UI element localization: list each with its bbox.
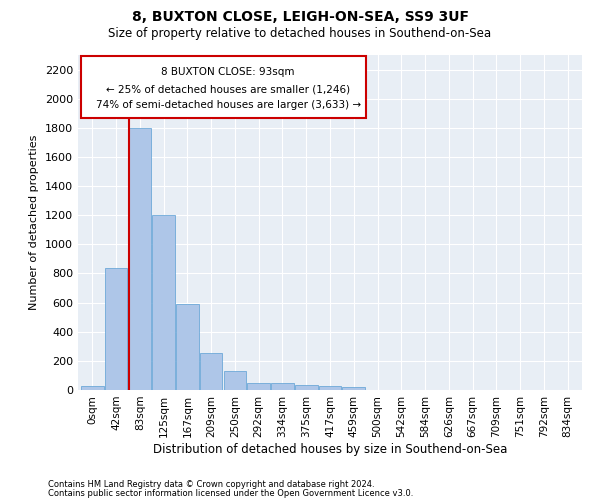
Bar <box>295 385 317 390</box>
Bar <box>176 304 199 390</box>
FancyBboxPatch shape <box>81 56 366 118</box>
Bar <box>81 386 104 390</box>
Bar <box>200 353 223 390</box>
Text: 8, BUXTON CLOSE, LEIGH-ON-SEA, SS9 3UF: 8, BUXTON CLOSE, LEIGH-ON-SEA, SS9 3UF <box>131 10 469 24</box>
Text: 8 BUXTON CLOSE: 93sqm: 8 BUXTON CLOSE: 93sqm <box>161 66 295 76</box>
Bar <box>343 387 365 390</box>
Bar <box>319 386 341 390</box>
Text: Contains public sector information licensed under the Open Government Licence v3: Contains public sector information licen… <box>48 488 413 498</box>
Bar <box>247 384 270 390</box>
Bar <box>224 371 246 390</box>
Text: 74% of semi-detached houses are larger (3,633) →: 74% of semi-detached houses are larger (… <box>95 100 361 110</box>
Bar <box>128 128 151 390</box>
Bar <box>271 384 294 390</box>
Bar <box>152 215 175 390</box>
Text: Size of property relative to detached houses in Southend-on-Sea: Size of property relative to detached ho… <box>109 28 491 40</box>
X-axis label: Distribution of detached houses by size in Southend-on-Sea: Distribution of detached houses by size … <box>153 442 507 456</box>
Text: ← 25% of detached houses are smaller (1,246): ← 25% of detached houses are smaller (1,… <box>106 84 350 94</box>
Bar <box>105 268 127 390</box>
Y-axis label: Number of detached properties: Number of detached properties <box>29 135 40 310</box>
Text: Contains HM Land Registry data © Crown copyright and database right 2024.: Contains HM Land Registry data © Crown c… <box>48 480 374 489</box>
